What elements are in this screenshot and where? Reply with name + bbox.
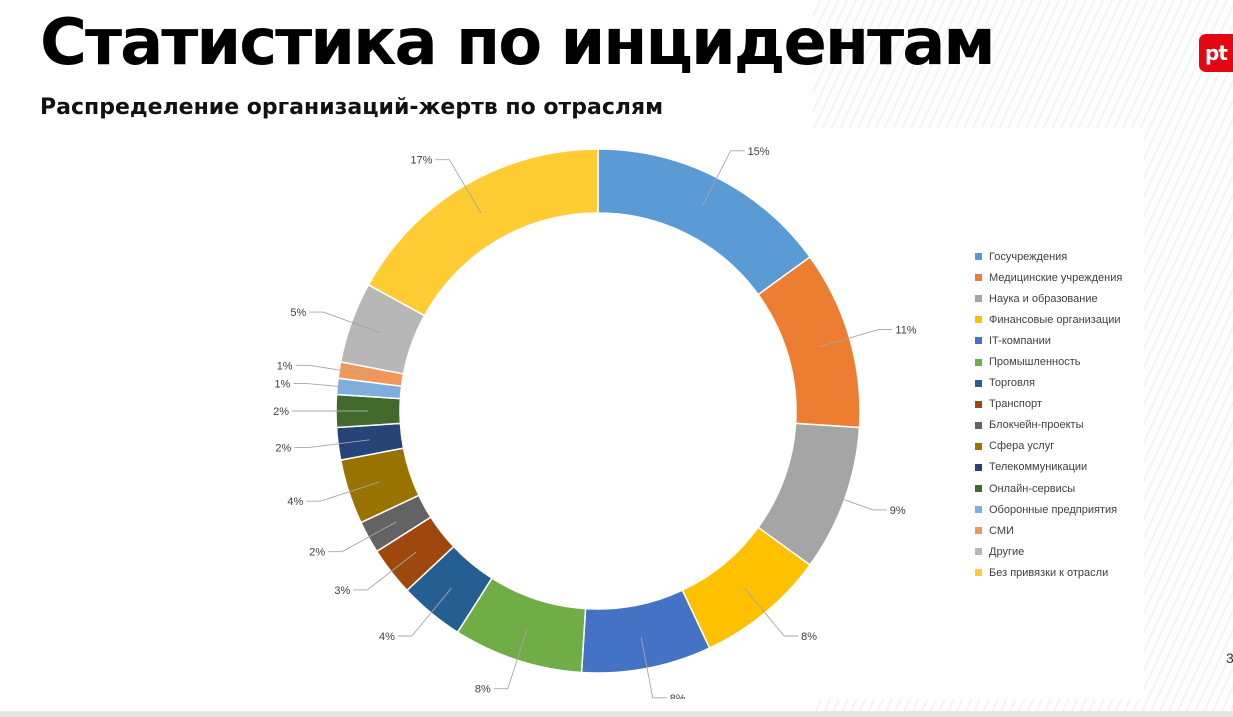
leader-line bbox=[814, 488, 887, 511]
legend-item: Другие bbox=[975, 541, 1122, 562]
legend-swatch bbox=[975, 358, 982, 366]
legend-swatch bbox=[975, 316, 982, 324]
legend-item: Сфера услуг bbox=[975, 436, 1122, 457]
data-label: 17% bbox=[410, 155, 432, 167]
data-label: 2% bbox=[275, 443, 291, 455]
legend-label: IT-компании bbox=[989, 334, 1051, 347]
leader-line bbox=[353, 551, 417, 591]
legend-swatch bbox=[975, 506, 982, 514]
data-label: 4% bbox=[287, 496, 303, 508]
legend-swatch bbox=[975, 253, 982, 261]
leader-line bbox=[397, 587, 452, 637]
data-label: 3% bbox=[334, 585, 350, 597]
legend-label: СМИ bbox=[989, 524, 1014, 537]
data-label: 2% bbox=[273, 406, 289, 418]
legend-label: Оборонные предприятия bbox=[989, 503, 1118, 516]
legend-item: Транспорт bbox=[975, 394, 1122, 415]
legend-label: Сфера услуг bbox=[989, 440, 1055, 453]
legend-label: Госучреждения bbox=[989, 250, 1068, 263]
legend-label: Наука и образование bbox=[989, 292, 1098, 305]
slide-subtitle: Распределение организаций-жертв по отрас… bbox=[40, 95, 664, 120]
legend-label: Медицинские учреждения bbox=[989, 271, 1123, 284]
data-label: 4% bbox=[379, 631, 395, 643]
legend-label: Торговля bbox=[989, 377, 1035, 390]
data-label: 2% bbox=[309, 547, 325, 559]
legend-swatch bbox=[975, 442, 982, 450]
legend-item: Оборонные предприятия bbox=[975, 499, 1122, 520]
legend-swatch bbox=[975, 485, 982, 493]
legend-label: Телекоммуникации bbox=[989, 461, 1088, 474]
data-label: 1% bbox=[277, 360, 293, 372]
legend-item: Онлайн-сервисы bbox=[975, 478, 1122, 499]
leader-line bbox=[702, 150, 745, 207]
legend-item: Наука и образование bbox=[975, 288, 1122, 309]
leader-line bbox=[493, 629, 528, 690]
legend-label: Транспорт bbox=[989, 398, 1042, 411]
data-label: 9% bbox=[890, 505, 906, 517]
legend-swatch bbox=[975, 337, 982, 345]
chart-legend: Госучреждения Медицинские учреждения Наука… bbox=[975, 246, 1122, 584]
leader-line bbox=[306, 481, 380, 502]
data-label: 15% bbox=[748, 146, 770, 158]
data-label: 8% bbox=[801, 631, 817, 643]
data-label: 5% bbox=[290, 307, 306, 319]
donut-slice bbox=[367, 148, 599, 317]
legend-swatch bbox=[975, 548, 982, 556]
leader-line bbox=[328, 521, 397, 553]
pt-logo: pt bbox=[1199, 34, 1233, 72]
leader-line bbox=[294, 439, 370, 449]
legend-item: Медицинские учреждения bbox=[975, 267, 1122, 288]
chart-panel: 15% 11% 9% 8% 8% 8% 4% 3% 2% 4% 2% 2% 1% 1% 5% 17% bbox=[233, 128, 1144, 699]
leader-line bbox=[293, 383, 370, 390]
legend-swatch bbox=[975, 274, 982, 282]
page-number: 3 bbox=[1226, 650, 1233, 666]
legend-label: Блокчейн-проекты bbox=[989, 419, 1084, 432]
legend-swatch bbox=[975, 421, 982, 429]
legend-item: Финансовые организации bbox=[975, 309, 1122, 330]
leader-line bbox=[435, 159, 482, 214]
legend-item: Без привязки к отрасли bbox=[975, 562, 1122, 583]
leader-line bbox=[295, 364, 371, 376]
legend-swatch bbox=[975, 463, 982, 471]
legend-swatch bbox=[975, 400, 982, 408]
legend-label: Другие bbox=[989, 545, 1025, 558]
legend-swatch bbox=[975, 295, 982, 303]
leader-line bbox=[744, 587, 799, 637]
legend-label: Промышленность bbox=[989, 356, 1081, 369]
legend-item: СМИ bbox=[975, 520, 1122, 541]
legend-item: Телекоммуникации bbox=[975, 457, 1122, 478]
legend-item: Блокчейн-проекты bbox=[975, 415, 1122, 436]
legend-label: Онлайн-сервисы bbox=[989, 482, 1076, 495]
data-label: 8% bbox=[475, 684, 491, 696]
data-label: 8% bbox=[670, 693, 686, 699]
legend-item: Промышленность bbox=[975, 351, 1122, 372]
donut-chart: 15% 11% 9% 8% 8% 8% 4% 3% 2% 4% 2% 2% 1% 1% 5% 17% bbox=[273, 146, 917, 699]
leader-line bbox=[309, 311, 382, 334]
bottom-divider bbox=[0, 711, 1233, 717]
legend-swatch bbox=[975, 569, 982, 577]
legend-item: IT-компании bbox=[975, 330, 1122, 351]
legend-label: Без привязки к отрасли bbox=[989, 566, 1109, 579]
slide-title: Статистика по инцидентам bbox=[40, 6, 996, 80]
legend-item: Торговля bbox=[975, 373, 1122, 394]
donut-slice bbox=[597, 148, 812, 296]
legend-label: Финансовые организации bbox=[989, 313, 1121, 326]
legend-swatch bbox=[975, 379, 982, 387]
leader-line bbox=[818, 329, 893, 348]
data-label: 1% bbox=[274, 379, 290, 391]
legend-item: Госучреждения bbox=[975, 246, 1122, 267]
legend-swatch bbox=[975, 527, 982, 535]
data-label: 11% bbox=[895, 325, 916, 337]
leader-line bbox=[640, 636, 667, 699]
